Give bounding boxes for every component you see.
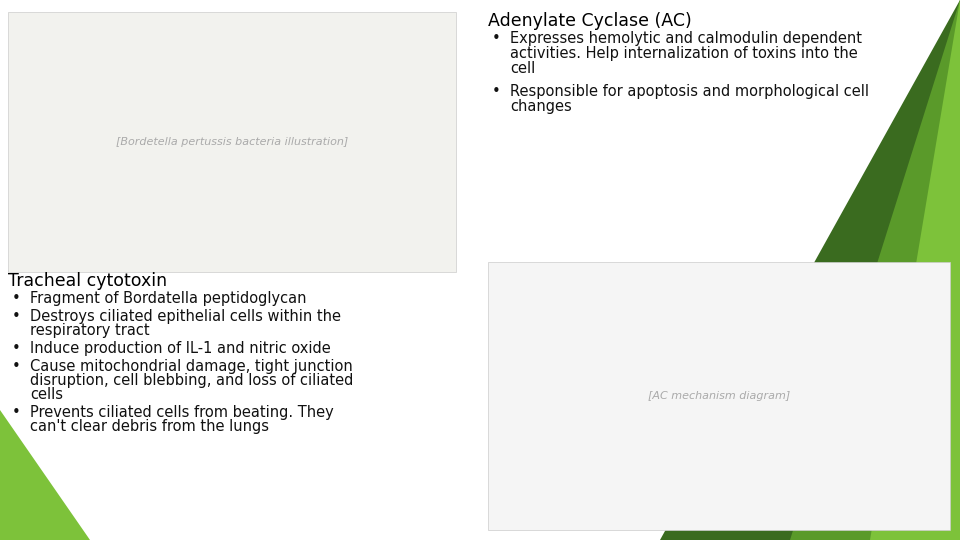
Text: Tracheal cytotoxin: Tracheal cytotoxin xyxy=(8,272,167,290)
Text: •: • xyxy=(12,309,21,325)
Text: can't clear debris from the lungs: can't clear debris from the lungs xyxy=(30,420,269,434)
Text: Responsible for apoptosis and morphological cell: Responsible for apoptosis and morphologi… xyxy=(510,84,869,99)
Text: respiratory tract: respiratory tract xyxy=(30,323,150,339)
Text: Fragment of Bordatella peptidoglycan: Fragment of Bordatella peptidoglycan xyxy=(30,292,306,306)
Polygon shape xyxy=(790,0,960,540)
Text: Expresses hemolytic and calmodulin dependent: Expresses hemolytic and calmodulin depen… xyxy=(510,31,862,46)
FancyBboxPatch shape xyxy=(488,262,950,530)
Text: [AC mechanism diagram]: [AC mechanism diagram] xyxy=(648,391,790,401)
Polygon shape xyxy=(870,0,960,540)
Text: •: • xyxy=(12,341,21,356)
Text: •: • xyxy=(12,406,21,420)
Text: disruption, cell blebbing, and loss of ciliated: disruption, cell blebbing, and loss of c… xyxy=(30,373,353,388)
Text: Destroys ciliated epithelial cells within the: Destroys ciliated epithelial cells withi… xyxy=(30,309,341,325)
Text: •: • xyxy=(492,84,501,99)
Text: Cause mitochondrial damage, tight junction: Cause mitochondrial damage, tight juncti… xyxy=(30,360,352,374)
Text: •: • xyxy=(12,292,21,306)
Polygon shape xyxy=(0,410,90,540)
Text: changes: changes xyxy=(510,99,572,114)
Text: cells: cells xyxy=(30,387,63,402)
FancyBboxPatch shape xyxy=(8,12,456,272)
Text: •: • xyxy=(12,360,21,374)
Text: Adenylate Cyclase (AC): Adenylate Cyclase (AC) xyxy=(488,12,692,30)
Text: [Bordetella pertussis bacteria illustration]: [Bordetella pertussis bacteria illustrat… xyxy=(116,137,348,147)
Text: •: • xyxy=(492,31,501,46)
Polygon shape xyxy=(660,0,960,540)
Text: Induce production of IL-1 and nitric oxide: Induce production of IL-1 and nitric oxi… xyxy=(30,341,331,356)
Text: activities. Help internalization of toxins into the: activities. Help internalization of toxi… xyxy=(510,46,857,62)
Text: Prevents ciliated cells from beating. They: Prevents ciliated cells from beating. Th… xyxy=(30,406,334,420)
Text: cell: cell xyxy=(510,62,536,76)
